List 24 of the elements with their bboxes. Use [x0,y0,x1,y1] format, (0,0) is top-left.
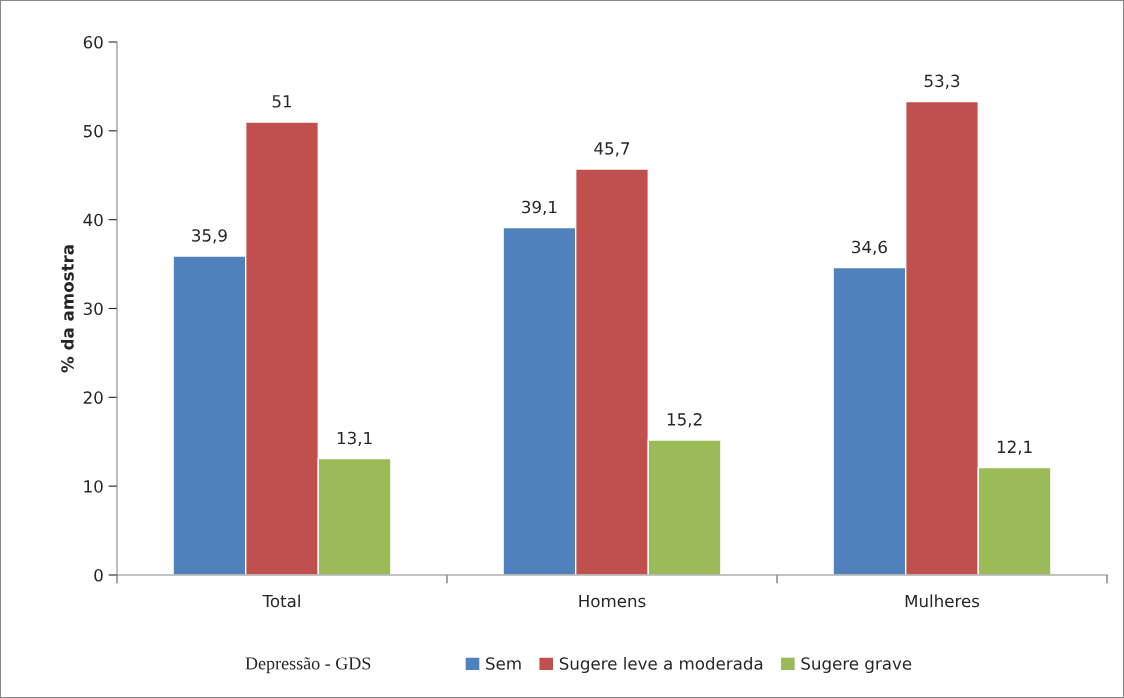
legend-title: Depressão - GDS [245,657,371,674]
y-tick-label: 50 [83,124,103,138]
y-tick-label: 30 [83,302,103,316]
y-tick-label: 10 [84,480,103,493]
data-label: 35,9 [192,229,227,244]
data-label: 51 [272,95,292,108]
y-tick-label: 60 [83,35,103,49]
data-label: 12,1 [997,440,1032,455]
y-tick-label: 20 [83,391,103,404]
data-label: 34,6 [852,240,887,255]
data-label: 15,2 [667,413,702,428]
y-tick-label: 40 [83,213,103,227]
data-label: 45,7 [594,142,630,157]
x-tick-label: Total [262,594,300,608]
data-label: 39,1 [522,200,557,216]
legend-label: Sem [486,657,521,670]
y-tick-label: 0 [94,568,103,582]
legend-label: Sugere leve a moderada [559,656,763,674]
y-axis-title: % da amostra [60,245,74,373]
x-tick-label: Mulheres [905,594,980,608]
data-label: 13,1 [337,431,372,446]
legend-label: Sugere grave [801,657,912,674]
data-label: 53,3 [924,74,960,89]
x-tick-label: Homens [579,594,646,608]
